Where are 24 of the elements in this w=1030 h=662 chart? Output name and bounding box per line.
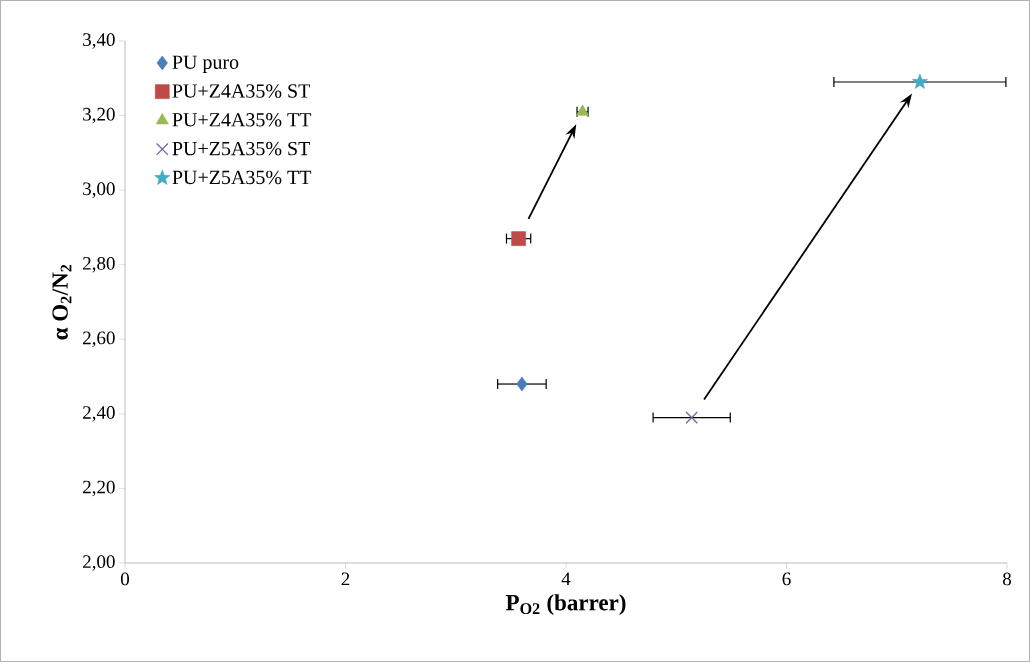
legend-label: PU+Z4A35% TT bbox=[172, 113, 312, 127]
legend-label: PU+Z5A35% ST bbox=[172, 141, 311, 156]
x-tick-label: 4 bbox=[561, 572, 571, 586]
legend-label: PU puro bbox=[172, 55, 239, 73]
y-tick-label: 3,40 bbox=[83, 33, 115, 49]
legend-label: PU+Z5A35% TT bbox=[172, 170, 312, 185]
y-tick-label: 3,20 bbox=[83, 107, 115, 124]
legend-label: PU+Z4A35% ST bbox=[172, 84, 311, 98]
point bbox=[516, 376, 528, 392]
y-tick-label: 2,40 bbox=[83, 406, 115, 422]
point bbox=[511, 231, 526, 246]
point bbox=[912, 73, 928, 89]
y-tick-label: 2,80 bbox=[83, 256, 115, 273]
x-axis-title: P$_{O2}$ (barrer) bbox=[505, 594, 626, 616]
y-tick-label: 2,00 bbox=[83, 555, 115, 571]
y-axis-title: α O$_{2}$/N$_{2}$ bbox=[52, 264, 72, 340]
y-tick-label: 2,20 bbox=[83, 480, 115, 497]
x-tick-label: 8 bbox=[1002, 572, 1012, 586]
x-tick-label: 0 bbox=[120, 572, 130, 586]
y-tick-label: 3,00 bbox=[83, 182, 115, 198]
y-tick-label: 2,60 bbox=[83, 331, 115, 348]
x-tick-label: 6 bbox=[782, 572, 791, 586]
point bbox=[685, 411, 698, 424]
x-tick-label: 2 bbox=[341, 572, 350, 586]
